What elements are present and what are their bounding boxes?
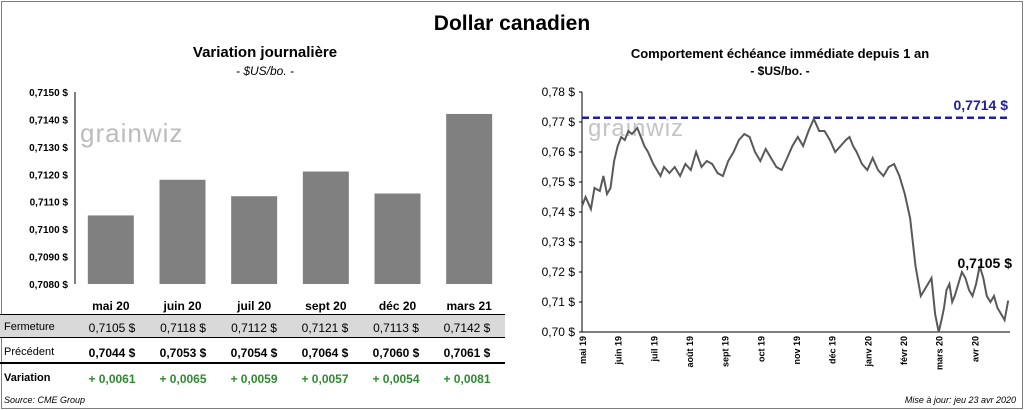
x-category-label: juin 20 bbox=[162, 299, 201, 313]
y-tick-label: 0,7090 $ bbox=[29, 253, 68, 264]
x-category-label: juil 20 bbox=[236, 299, 271, 313]
variation-cell: + 0,0065 bbox=[159, 372, 207, 386]
y-tick-label: 0,7110 $ bbox=[30, 198, 69, 209]
main-title: Dollar canadien bbox=[433, 12, 591, 35]
y-tick-label: 0,7120 $ bbox=[29, 170, 68, 181]
max-value-label: 0,7714 $ bbox=[954, 97, 1009, 113]
last-value-label: 0,7105 $ bbox=[958, 255, 1013, 271]
close-cell: 0,7105 $ bbox=[88, 321, 136, 335]
watermark-text: grainwiz bbox=[80, 118, 183, 148]
bar bbox=[87, 215, 134, 284]
x-tick-label: mai 19 bbox=[578, 336, 588, 364]
row-label-close: Fermeture bbox=[4, 321, 55, 333]
y-tick-label: 0,75 $ bbox=[542, 175, 576, 189]
variation-cell: + 0,0061 bbox=[88, 372, 136, 386]
close-cell: 0,7113 $ bbox=[373, 321, 419, 335]
y-tick-label: 0,7080 $ bbox=[29, 280, 68, 291]
update-note: Mise à jour: jeu 23 avr 2020 bbox=[904, 395, 1016, 405]
previous-cell: 0,7064 $ bbox=[301, 346, 349, 360]
close-cell: 0,7121 $ bbox=[301, 321, 349, 335]
y-tick-label: 0,74 $ bbox=[542, 205, 576, 219]
previous-cell: 0,7044 $ bbox=[88, 346, 136, 360]
bar bbox=[159, 179, 206, 284]
source-note: Source: CME Group bbox=[4, 395, 86, 405]
table-row-variation: Variation + 0,0061 + 0,0065 + 0,0059 + 0… bbox=[0, 366, 505, 390]
line-chart-title: Comportement échéance immédiate depuis 1… bbox=[630, 46, 930, 61]
close-cell: 0,7112 $ bbox=[231, 321, 277, 335]
close-cell: 0,7118 $ bbox=[160, 321, 206, 335]
y-tick-label: 0,76 $ bbox=[542, 145, 576, 159]
close-cell: 0,7142 $ bbox=[443, 321, 491, 335]
variation-cell: + 0,0054 bbox=[372, 372, 420, 386]
x-tick-label: juil 19 bbox=[649, 336, 659, 363]
y-tick-label: 0,72 $ bbox=[542, 265, 576, 279]
table-row-previous: Précédent 0,7044 $ 0,7053 $ 0,7054 $ 0,7… bbox=[0, 340, 505, 364]
x-category-label: déc 20 bbox=[379, 299, 417, 313]
bar bbox=[231, 196, 278, 284]
y-tick-label: 0,7130 $ bbox=[29, 143, 68, 154]
x-tick-label: oct 19 bbox=[756, 336, 766, 362]
table-row-close: Fermeture 0,7105 $ 0,7118 $ 0,7112 $ 0,7… bbox=[0, 314, 505, 338]
x-category-label: mars 21 bbox=[446, 299, 492, 313]
y-tick-label: 0,73 $ bbox=[542, 235, 576, 249]
x-tick-label: juin 19 bbox=[614, 336, 624, 366]
y-tick-label: 0,7150 $ bbox=[29, 88, 68, 99]
x-tick-label: août 19 bbox=[685, 336, 695, 368]
y-tick-label: 0,7140 $ bbox=[29, 115, 68, 126]
x-tick-label: avr 20 bbox=[970, 336, 980, 362]
bar bbox=[302, 171, 349, 284]
row-label-previous: Précédent bbox=[4, 346, 55, 358]
y-tick-label: 0,77 $ bbox=[542, 115, 576, 129]
previous-cell: 0,7061 $ bbox=[443, 346, 491, 360]
bar bbox=[446, 113, 493, 284]
y-tick-label: 0,71 $ bbox=[542, 295, 576, 309]
y-tick-label: 0,7100 $ bbox=[29, 225, 68, 236]
x-tick-label: janv 20 bbox=[863, 336, 873, 368]
x-tick-label: mars 20 bbox=[935, 336, 945, 370]
x-category-label: mai 20 bbox=[92, 299, 130, 313]
previous-cell: 0,7053 $ bbox=[159, 346, 207, 360]
x-tick-label: déc 19 bbox=[828, 336, 838, 364]
x-tick-label: nov 19 bbox=[792, 336, 802, 365]
line-chart-subtitle: - $US/bo. - bbox=[750, 64, 810, 78]
y-tick-label: 0,78 $ bbox=[542, 85, 576, 99]
x-category-label: sept 20 bbox=[305, 299, 347, 313]
row-label-variation: Variation bbox=[4, 372, 51, 384]
x-tick-label: févr 20 bbox=[899, 336, 909, 365]
previous-cell: 0,7060 $ bbox=[372, 346, 420, 360]
previous-cell: 0,7054 $ bbox=[230, 346, 278, 360]
variation-cell: + 0,0057 bbox=[301, 372, 349, 386]
variation-cell: + 0,0059 bbox=[230, 372, 278, 386]
bar bbox=[374, 193, 421, 284]
bar-chart-subtitle: - $US/bo. - bbox=[235, 64, 295, 78]
bar-chart-title: Variation journalière bbox=[192, 44, 338, 61]
y-tick-label: 0,70 $ bbox=[542, 325, 576, 339]
x-tick-label: sept 19 bbox=[721, 336, 731, 367]
series-line bbox=[581, 116, 1010, 333]
variation-cell: + 0,0081 bbox=[443, 372, 491, 386]
